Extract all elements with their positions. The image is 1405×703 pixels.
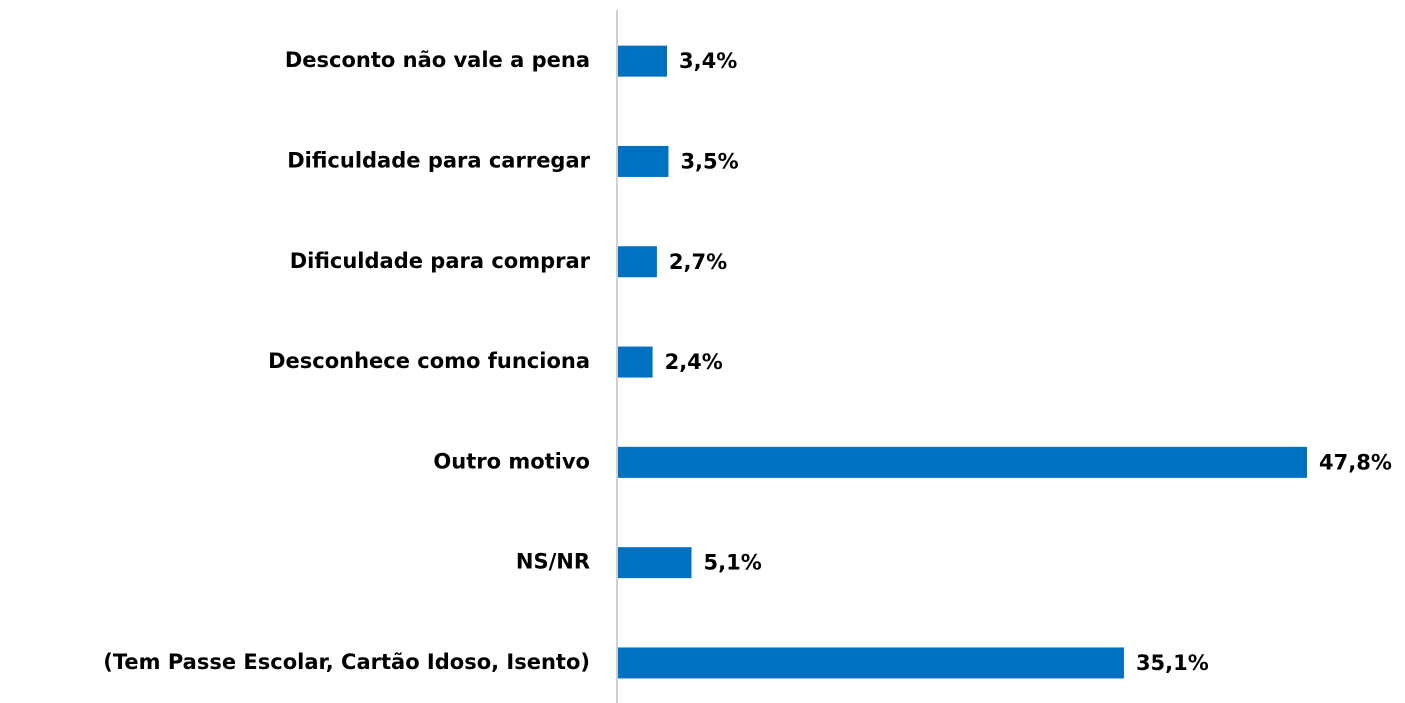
category-label: Dificuldade para carregar bbox=[287, 148, 590, 172]
category-label: Dificuldade para comprar bbox=[290, 249, 591, 273]
value-label: 47,8% bbox=[1319, 450, 1392, 474]
value-label: 35,1% bbox=[1136, 651, 1209, 675]
category-label: Outro motivo bbox=[433, 449, 590, 473]
bar bbox=[618, 647, 1124, 679]
value-label: 5,1% bbox=[704, 551, 762, 575]
bar bbox=[618, 547, 692, 579]
value-label: 3,4% bbox=[679, 49, 737, 73]
bar bbox=[618, 246, 657, 278]
bar bbox=[618, 145, 669, 177]
bar bbox=[618, 346, 653, 378]
bar bbox=[618, 45, 668, 77]
category-label: NS/NR bbox=[516, 550, 590, 574]
category-label: Desconhece como funciona bbox=[268, 349, 590, 373]
value-label: 2,4% bbox=[665, 350, 723, 374]
category-label: (Tem Passe Escolar, Cartão Idoso, Isento… bbox=[103, 650, 590, 674]
bar bbox=[618, 446, 1307, 478]
value-label: 2,7% bbox=[669, 250, 727, 274]
category-label: Desconto não vale a pena bbox=[285, 48, 590, 72]
value-label: 3,5% bbox=[680, 149, 738, 173]
